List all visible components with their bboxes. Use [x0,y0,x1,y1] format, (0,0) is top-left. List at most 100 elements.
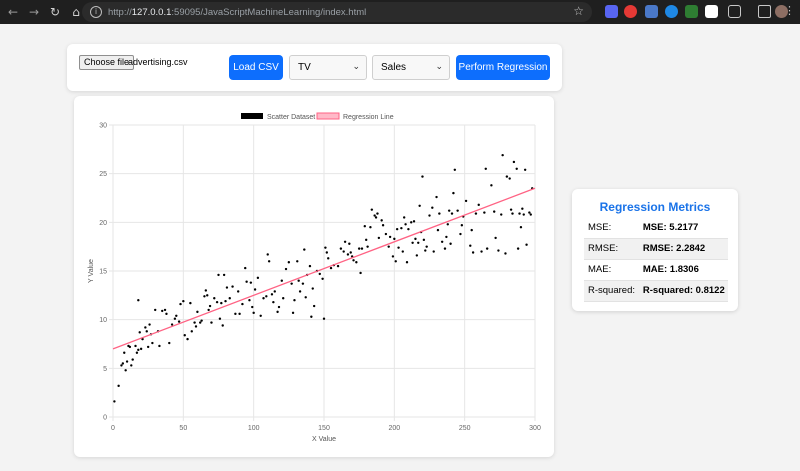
puzzle-extensions-icon[interactable] [728,5,741,18]
x-tick-label: 250 [459,425,471,432]
data-point [417,241,420,244]
translate-extension-icon[interactable] [645,5,658,18]
data-point [158,344,161,348]
data-point [293,299,296,302]
y-tick-label: 10 [99,317,107,324]
data-point [256,276,260,280]
sidebar-toggle-icon[interactable] [758,5,771,18]
load-csv-button[interactable]: Load CSV [229,55,283,80]
data-point [414,237,417,241]
data-point [523,168,527,171]
x-tick-label: 200 [388,425,400,432]
data-point [388,235,392,239]
data-point [131,358,134,361]
data-point [282,297,285,300]
data-point [325,251,329,254]
data-point [373,214,376,217]
info-icon[interactable]: i [90,6,102,18]
data-point [428,214,431,217]
data-point [505,175,509,178]
data-point [120,364,123,367]
data-point [253,288,257,291]
data-point [410,221,413,224]
data-point [208,304,212,308]
data-point [297,279,300,282]
data-point [431,206,434,209]
data-point [477,203,480,207]
data-point [249,281,253,284]
data-point [425,245,428,248]
x-tick-label: 0 [111,425,115,432]
reload-icon[interactable]: ↻ [49,5,61,19]
url-prefix: http:// [108,6,132,18]
data-point [194,325,198,328]
data-point [145,330,148,333]
data-point [369,226,372,229]
metric-label: MAE: [584,259,637,281]
data-point [148,323,151,326]
data-point [121,362,125,365]
data-point [411,241,414,244]
metric-value: MAE: 1.8306 [636,259,728,281]
y-column-select[interactable]: Sales ⌄ [372,55,450,80]
controls-card: Choose file advertising.csv Load CSV TV … [67,44,562,91]
data-point [173,317,177,320]
data-point [312,304,316,308]
data-point [440,240,444,243]
data-point [401,250,404,253]
y-tick-label: 0 [103,415,107,422]
data-point [318,272,321,276]
data-point [380,219,383,222]
data-point [365,238,368,242]
bookmark-star-icon[interactable]: ☆ [573,4,584,18]
data-point [125,360,129,363]
x-column-select[interactable]: TV ⌄ [289,55,367,80]
data-point [175,314,178,317]
green-extension-icon[interactable] [685,5,698,18]
data-point [421,175,424,178]
data-point [391,255,395,258]
data-point [493,210,496,213]
selected-file-name: advertising.csv [128,57,188,67]
legend-swatch-scatter [241,113,263,119]
data-point [265,295,268,298]
data-point [327,257,330,260]
kebab-menu-icon[interactable]: ⋮ [784,4,795,17]
data-point [424,249,427,252]
data-point [324,246,327,249]
data-point [366,245,369,248]
data-point [296,260,299,263]
data-point [222,273,226,277]
home-icon[interactable]: ⌂ [72,5,80,19]
discord-extension-icon[interactable] [605,5,618,18]
data-point [204,289,208,292]
pokeball-extension-icon[interactable] [624,5,637,18]
data-point [387,245,390,248]
data-point [273,290,276,293]
metric-row-mse: MSE: MSE: 5.2177 [584,217,728,239]
forward-icon[interactable]: → [28,5,40,19]
url-text[interactable]: http://127.0.0.1:59095/JavaScriptMachine… [108,7,366,18]
data-point [272,300,275,304]
back-icon[interactable]: ← [7,5,19,19]
data-point [415,254,419,257]
data-point [438,212,441,215]
data-point [218,317,222,320]
data-point [228,297,231,300]
y-tick-label: 15 [99,269,107,276]
data-point [509,208,513,211]
address-bar[interactable]: i http://127.0.0.1:59095/JavaScriptMachi… [82,2,592,22]
choose-file-button[interactable]: Choose file [79,55,135,70]
data-point [168,341,171,345]
profile-avatar[interactable] [775,5,788,18]
perform-regression-button[interactable]: Perform Regression [456,55,550,80]
data-point [349,251,352,254]
data-point [236,290,240,293]
data-point [183,334,186,337]
data-point [298,290,302,293]
x-axis-label: X Value [312,436,336,443]
white-extension-icon[interactable] [705,5,718,18]
blue-extension-icon[interactable] [665,5,678,18]
data-point [322,317,326,320]
data-point [170,323,174,326]
